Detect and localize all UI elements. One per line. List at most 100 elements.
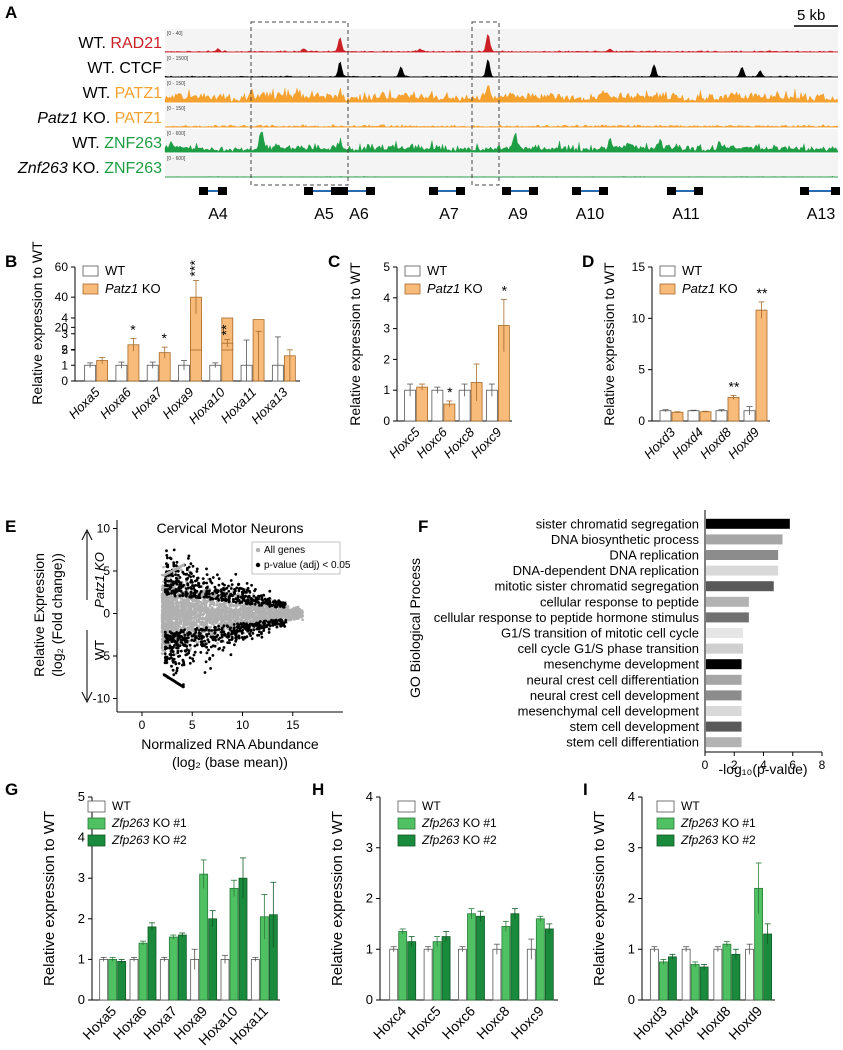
point-sig bbox=[171, 632, 175, 635]
y-tick-label: 2 bbox=[366, 891, 373, 906]
point-sig bbox=[196, 584, 200, 587]
point-sig bbox=[252, 599, 256, 603]
gene-label: A11 bbox=[672, 206, 699, 223]
point-sig bbox=[191, 564, 195, 568]
point-all bbox=[199, 600, 203, 604]
gene-label: A13 bbox=[807, 206, 836, 223]
x-tick-label: Hoxd4 bbox=[662, 1003, 702, 1043]
point-sig bbox=[227, 584, 230, 588]
point-sig bbox=[241, 638, 245, 641]
x-axis-label-line1: Normalized RNA Abundance bbox=[141, 736, 319, 752]
point-all bbox=[170, 614, 173, 618]
category-label: neural crest cell differentiation bbox=[527, 672, 699, 687]
point-sig bbox=[248, 589, 251, 593]
point-all bbox=[195, 641, 198, 644]
point-all bbox=[275, 616, 279, 619]
track-label-factor: ZNF263 bbox=[100, 135, 162, 152]
point-all bbox=[250, 620, 254, 624]
legend-ko-italic: Patz1 bbox=[105, 281, 138, 296]
point-all bbox=[198, 604, 202, 608]
panel-b-chart: 0 12 3 4 5 20 40 60 Relative expression to WT Hox… bbox=[29, 241, 300, 427]
x-axis-label: -log₁₀(p-value) bbox=[718, 761, 807, 777]
point-sig bbox=[264, 624, 267, 628]
point-sig bbox=[260, 632, 263, 636]
point-sig bbox=[168, 644, 172, 648]
bar bbox=[699, 411, 712, 422]
legend-label-all: All genes bbox=[264, 545, 305, 556]
track-label-factor: CTCF bbox=[115, 60, 162, 77]
point-sig bbox=[193, 638, 197, 642]
y-tick-label: 0 bbox=[628, 992, 635, 1007]
point-sig bbox=[250, 637, 254, 641]
legend-swatch-ko bbox=[659, 283, 676, 295]
bar bbox=[706, 674, 742, 685]
gene-exon bbox=[599, 187, 608, 195]
gene-exon bbox=[429, 187, 438, 195]
point-sig bbox=[207, 648, 210, 652]
point-sig bbox=[220, 598, 224, 602]
point-all bbox=[233, 614, 236, 617]
point-all bbox=[256, 616, 260, 620]
point-all bbox=[179, 622, 182, 625]
point-all bbox=[300, 612, 304, 615]
point-sig bbox=[230, 637, 234, 641]
point-sig bbox=[239, 595, 243, 599]
legend-label-ko1: Zfp263 KO #1 bbox=[111, 816, 187, 830]
point-sig bbox=[187, 574, 191, 577]
point-sig bbox=[209, 667, 213, 670]
bar bbox=[431, 389, 444, 422]
point-all bbox=[273, 616, 276, 619]
point-sig bbox=[195, 643, 199, 647]
legend: WT Patz1 KO bbox=[404, 263, 483, 296]
point-sig bbox=[187, 636, 190, 640]
track-label: WT. ZNF263 bbox=[72, 135, 162, 152]
chart-title: Cervical Motor Neurons bbox=[156, 520, 303, 536]
point-sig bbox=[262, 626, 266, 630]
point-all bbox=[207, 599, 210, 603]
legend-swatch-ko2 bbox=[87, 834, 106, 847]
point-sig bbox=[238, 601, 242, 605]
legend-ko-italic: Patz1 bbox=[682, 281, 715, 296]
point-sig bbox=[178, 644, 182, 647]
point-all bbox=[161, 606, 164, 609]
point-sig bbox=[233, 592, 236, 595]
point-all bbox=[164, 601, 167, 604]
point-sig bbox=[172, 639, 176, 643]
point-sig bbox=[178, 594, 182, 598]
track-label-prefix: WT. bbox=[87, 60, 115, 77]
point-sig bbox=[205, 645, 209, 649]
point-sig bbox=[185, 577, 188, 581]
point-all bbox=[250, 605, 254, 608]
point-sig bbox=[221, 639, 224, 643]
track-background bbox=[165, 104, 838, 128]
gene-exon bbox=[199, 187, 208, 195]
point-all bbox=[228, 613, 232, 617]
point-sig bbox=[256, 633, 259, 637]
point-sig bbox=[250, 602, 254, 606]
legend-label-wt: WT bbox=[682, 263, 702, 278]
point-all bbox=[239, 604, 243, 607]
bar bbox=[706, 596, 749, 607]
point-sig bbox=[255, 621, 258, 625]
point-all bbox=[268, 611, 272, 614]
point-sig bbox=[172, 580, 176, 584]
point-all bbox=[235, 604, 238, 608]
point-sig bbox=[207, 640, 211, 644]
point-sig bbox=[269, 624, 272, 628]
track-label-factor: PATZ1 bbox=[110, 110, 162, 127]
bar bbox=[706, 581, 774, 592]
point-all bbox=[183, 614, 186, 618]
point-sig bbox=[229, 653, 233, 657]
point-sig bbox=[185, 652, 189, 656]
point-sig bbox=[243, 590, 247, 594]
point-all bbox=[245, 612, 248, 615]
bar bbox=[745, 948, 755, 1001]
point-all bbox=[298, 608, 302, 612]
legend-label-ko1: Zfp263 KO #1 bbox=[421, 816, 497, 830]
gene-label: A10 bbox=[576, 206, 605, 223]
bar bbox=[208, 918, 218, 1001]
point-all bbox=[211, 607, 215, 611]
